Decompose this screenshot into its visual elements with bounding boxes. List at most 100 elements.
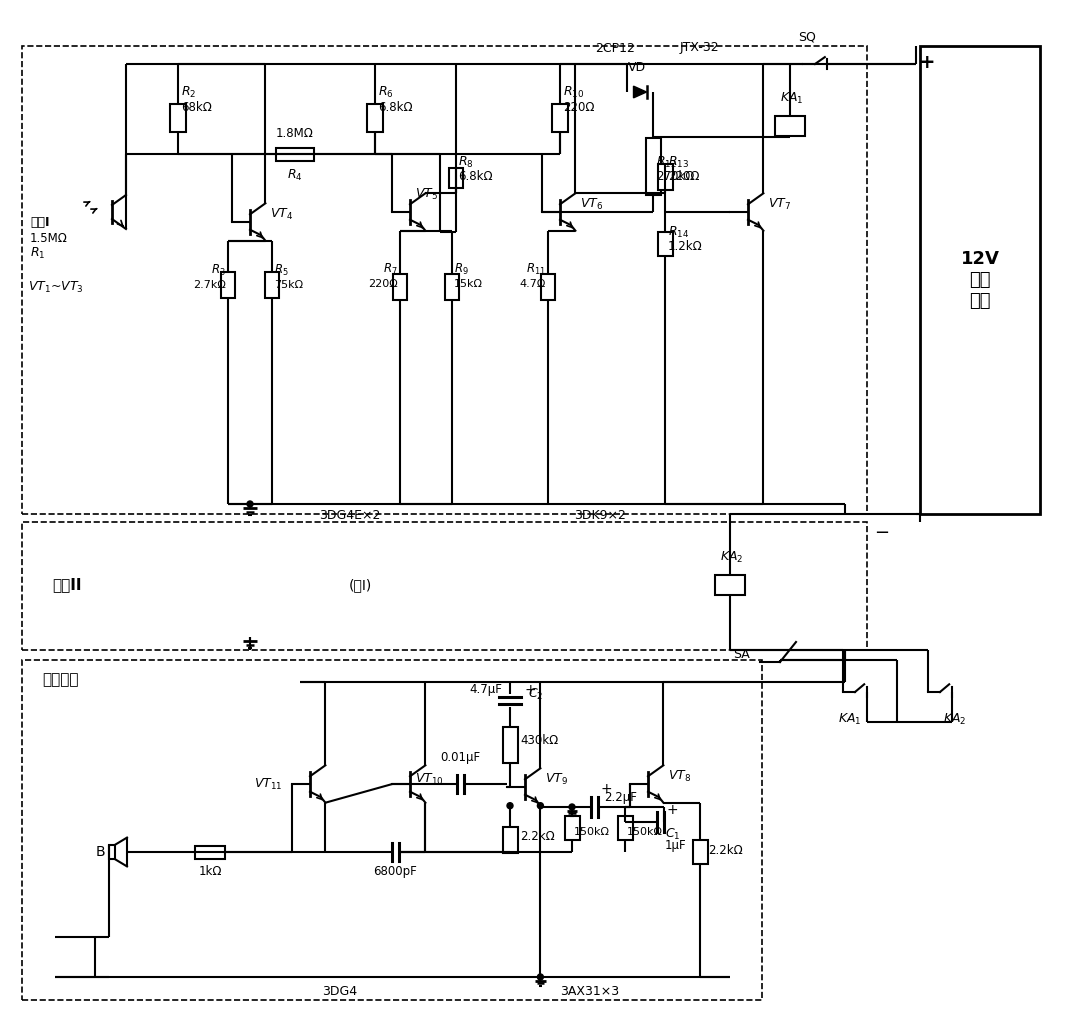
Text: SA: SA bbox=[733, 647, 750, 660]
Text: 1μF: 1μF bbox=[665, 839, 687, 852]
Text: 220Ω: 220Ω bbox=[563, 101, 595, 114]
Text: +: + bbox=[600, 782, 612, 796]
Bar bbox=[645, 137, 660, 194]
Text: 430kΩ: 430kΩ bbox=[520, 734, 559, 746]
Polygon shape bbox=[634, 86, 646, 98]
Text: $KA_2$: $KA_2$ bbox=[943, 712, 966, 728]
Text: $R_6$: $R_6$ bbox=[378, 85, 393, 100]
Text: (同I): (同I) bbox=[348, 578, 372, 592]
Bar bbox=[265, 272, 279, 298]
Circle shape bbox=[247, 501, 253, 507]
Text: $VT_1$~$VT_3$: $VT_1$~$VT_3$ bbox=[28, 280, 84, 294]
Bar bbox=[715, 575, 745, 595]
Bar bbox=[23, 46, 867, 514]
Text: $R_5$: $R_5$ bbox=[274, 262, 288, 278]
Text: $C_1$: $C_1$ bbox=[665, 827, 681, 841]
Text: $KA_1$: $KA_1$ bbox=[780, 91, 804, 106]
Text: VD: VD bbox=[628, 61, 646, 74]
Text: $R_{13}$: $R_{13}$ bbox=[668, 155, 689, 169]
Text: $R_4$: $R_4$ bbox=[287, 168, 302, 183]
Bar bbox=[617, 816, 632, 840]
Text: 6.8kΩ: 6.8kΩ bbox=[378, 101, 413, 114]
Text: 150kΩ: 150kΩ bbox=[574, 827, 610, 837]
Text: $C_2$: $C_2$ bbox=[528, 686, 544, 702]
Text: $R_1$: $R_1$ bbox=[30, 246, 45, 260]
Text: 3AX31×3: 3AX31×3 bbox=[561, 985, 620, 998]
Text: 6800pF: 6800pF bbox=[373, 865, 417, 878]
Text: 2.7kΩ: 2.7kΩ bbox=[193, 280, 226, 290]
Bar bbox=[367, 104, 383, 132]
Text: 3DG4E×2: 3DG4E×2 bbox=[319, 509, 381, 522]
Bar bbox=[449, 168, 463, 188]
Text: 68kΩ: 68kΩ bbox=[181, 101, 212, 114]
Text: −: − bbox=[875, 524, 890, 542]
Text: 2CP12: 2CP12 bbox=[595, 41, 635, 55]
Bar bbox=[657, 164, 672, 190]
Circle shape bbox=[507, 803, 513, 809]
Text: 1kΩ: 1kΩ bbox=[198, 865, 222, 878]
Text: JTX-32: JTX-32 bbox=[680, 41, 719, 55]
Text: +: + bbox=[919, 53, 936, 71]
Bar bbox=[503, 827, 518, 853]
Text: 220Ω: 220Ω bbox=[369, 279, 398, 289]
Text: $R_{10}$: $R_{10}$ bbox=[563, 85, 584, 100]
Bar bbox=[657, 232, 672, 256]
Bar bbox=[693, 840, 708, 864]
Text: 报警电路: 报警电路 bbox=[42, 673, 78, 687]
Text: 4.7μF: 4.7μF bbox=[470, 682, 502, 696]
Text: 1.2kΩ: 1.2kΩ bbox=[668, 239, 703, 253]
Text: 220Ω: 220Ω bbox=[668, 170, 700, 184]
Text: 75kΩ: 75kΩ bbox=[274, 280, 303, 290]
Text: $R_{12}$: $R_{12}$ bbox=[656, 155, 676, 169]
Text: 4.7Ω: 4.7Ω bbox=[520, 279, 546, 289]
Bar bbox=[195, 845, 225, 859]
Text: $R_8$: $R_8$ bbox=[458, 155, 474, 169]
Text: +: + bbox=[524, 683, 536, 697]
Text: $VT_7$: $VT_7$ bbox=[768, 196, 791, 212]
Text: 0.01μF: 0.01μF bbox=[440, 751, 480, 764]
Text: 1.8MΩ: 1.8MΩ bbox=[277, 127, 314, 140]
Bar bbox=[109, 845, 115, 860]
Bar bbox=[23, 522, 867, 650]
Text: $VT_{11}$: $VT_{11}$ bbox=[253, 776, 282, 792]
Bar bbox=[775, 116, 805, 136]
Text: 6.8kΩ: 6.8kΩ bbox=[458, 169, 493, 183]
Bar bbox=[541, 275, 555, 300]
Text: $KA_1$: $KA_1$ bbox=[838, 712, 862, 728]
Text: 150kΩ: 150kΩ bbox=[627, 827, 662, 837]
Text: $R_3$: $R_3$ bbox=[211, 262, 226, 278]
Circle shape bbox=[537, 803, 544, 809]
Bar bbox=[920, 46, 1040, 514]
Text: $R_9$: $R_9$ bbox=[455, 261, 468, 277]
Text: $R_7$: $R_7$ bbox=[384, 261, 398, 277]
Bar bbox=[445, 275, 459, 300]
Bar bbox=[276, 148, 314, 161]
Text: 2.2kΩ: 2.2kΩ bbox=[708, 843, 743, 857]
Text: 3DK9×2: 3DK9×2 bbox=[575, 509, 626, 522]
Text: 光路II: 光路II bbox=[53, 578, 81, 592]
Text: $R_2$: $R_2$ bbox=[181, 85, 196, 100]
Text: $VT_4$: $VT_4$ bbox=[270, 206, 293, 222]
Text: $VT_{10}$: $VT_{10}$ bbox=[415, 772, 444, 786]
Bar bbox=[565, 816, 580, 840]
Circle shape bbox=[569, 804, 575, 810]
Text: $R_{14}$: $R_{14}$ bbox=[668, 224, 689, 239]
Text: B: B bbox=[95, 845, 105, 859]
Text: $KA_2$: $KA_2$ bbox=[720, 550, 744, 565]
Bar bbox=[23, 660, 762, 1000]
Text: $VT_6$: $VT_6$ bbox=[580, 196, 604, 212]
Bar bbox=[170, 104, 187, 132]
Bar bbox=[552, 104, 568, 132]
Text: 2.2kΩ: 2.2kΩ bbox=[520, 831, 554, 843]
Text: 3DG4: 3DG4 bbox=[323, 985, 358, 998]
Text: 光路I: 光路I bbox=[30, 216, 49, 228]
Text: SQ: SQ bbox=[798, 31, 816, 44]
Bar bbox=[393, 275, 407, 300]
Bar bbox=[503, 727, 518, 763]
Bar bbox=[221, 272, 235, 298]
Text: 1.5MΩ: 1.5MΩ bbox=[30, 231, 68, 245]
Text: 12V
稳压
电源: 12V 稳压 电源 bbox=[961, 250, 999, 310]
Text: $R_{11}$: $R_{11}$ bbox=[526, 261, 546, 277]
Text: $VT_9$: $VT_9$ bbox=[545, 772, 568, 786]
Text: 2.2μF: 2.2μF bbox=[604, 791, 637, 804]
